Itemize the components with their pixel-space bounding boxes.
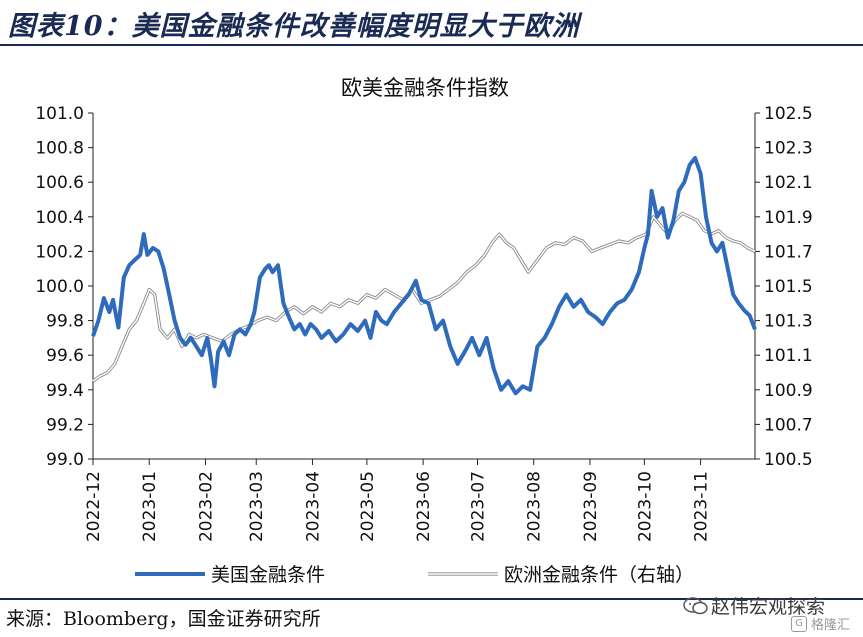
y-left-tick-label: 99.6 — [46, 346, 84, 366]
series-line-europe-outline — [92, 211, 756, 383]
y-right-tick-label: 101.1 — [764, 346, 813, 366]
y-right-tick-label: 101.3 — [764, 312, 813, 332]
line-chart: 欧美金融条件指数 99.0 99.2 99.4 99.6 99.8 100.0 100.2 1… — [35, 76, 812, 586]
y-right-tick-label: 102.1 — [764, 173, 813, 193]
series-line-europe — [92, 212, 756, 382]
legend: 美国金融条件 欧洲金融条件（右轴） — [135, 564, 694, 586]
y-left-tick-label: 100.4 — [35, 208, 84, 228]
x-tick-label: 2023-07 — [469, 471, 489, 542]
y-left-tick-label: 99.0 — [46, 450, 84, 470]
y-right-tick-label: 101.7 — [764, 242, 813, 262]
y-right-tick-label: 100.9 — [764, 381, 813, 401]
watermark-text: 赵伟宏观探索 — [711, 596, 826, 618]
y-left-tick-label: 100.0 — [35, 277, 84, 297]
source-note: 来源：Bloomberg，国金证券研究所 — [6, 608, 321, 630]
watermark-sub: 格隆汇 — [811, 618, 851, 633]
legend-label-us: 美国金融条件 — [211, 564, 325, 586]
axes: 99.0 99.2 99.4 99.6 99.8 100.0 100.2 100.4 100.6… — [35, 104, 812, 542]
x-tick-label: 2023-10 — [635, 471, 655, 542]
x-tick-label: 2023-02 — [196, 471, 216, 542]
wechat-icon — [683, 597, 708, 615]
x-tick-label: 2023-08 — [525, 471, 545, 542]
gelonghui-logo-icon: G — [791, 616, 807, 632]
x-tick-label: 2023-04 — [303, 471, 323, 542]
chart-title: 欧美金融条件指数 — [341, 76, 509, 100]
y-left-tick-label: 100.6 — [35, 173, 84, 193]
x-tick-label: 2023-09 — [581, 471, 601, 542]
x-tick-label: 2023-11 — [692, 471, 712, 542]
x-tick-label: 2022-12 — [84, 471, 104, 542]
y-right-tick-label: 100.7 — [764, 415, 813, 435]
y-right-tick-label: 101.5 — [764, 277, 813, 297]
y-left-tick-label: 99.8 — [46, 312, 84, 332]
watermark: 赵伟宏观探索 G 格隆汇 — [683, 590, 863, 634]
x-tick-label: 2023-06 — [414, 471, 434, 542]
y-left-tick-label: 100.2 — [35, 242, 84, 262]
x-tick-label: 2023-05 — [358, 471, 378, 542]
x-tick-label: 2023-03 — [247, 471, 267, 542]
y-right-tick-label: 102.3 — [764, 139, 813, 159]
y-right-tick-label: 102.5 — [764, 104, 813, 124]
figure-title: 图表10：美国金融条件改善幅度明显大于欧洲 — [8, 11, 580, 42]
title-rule — [0, 44, 863, 46]
y-left-tick-label: 99.2 — [46, 415, 84, 435]
y-left-tick-label: 99.4 — [46, 381, 84, 401]
y-left-tick-label: 100.8 — [35, 139, 84, 159]
y-left-tick-label: 101.0 — [35, 104, 84, 124]
legend-label-europe: 欧洲金融条件（右轴） — [504, 564, 694, 586]
y-right-tick-label: 100.5 — [764, 450, 813, 470]
source-rule — [0, 598, 863, 600]
y-right-tick-label: 101.9 — [764, 208, 813, 228]
series-line-us — [91, 156, 757, 396]
series-lines — [91, 156, 757, 396]
x-tick-label: 2023-01 — [140, 471, 160, 542]
